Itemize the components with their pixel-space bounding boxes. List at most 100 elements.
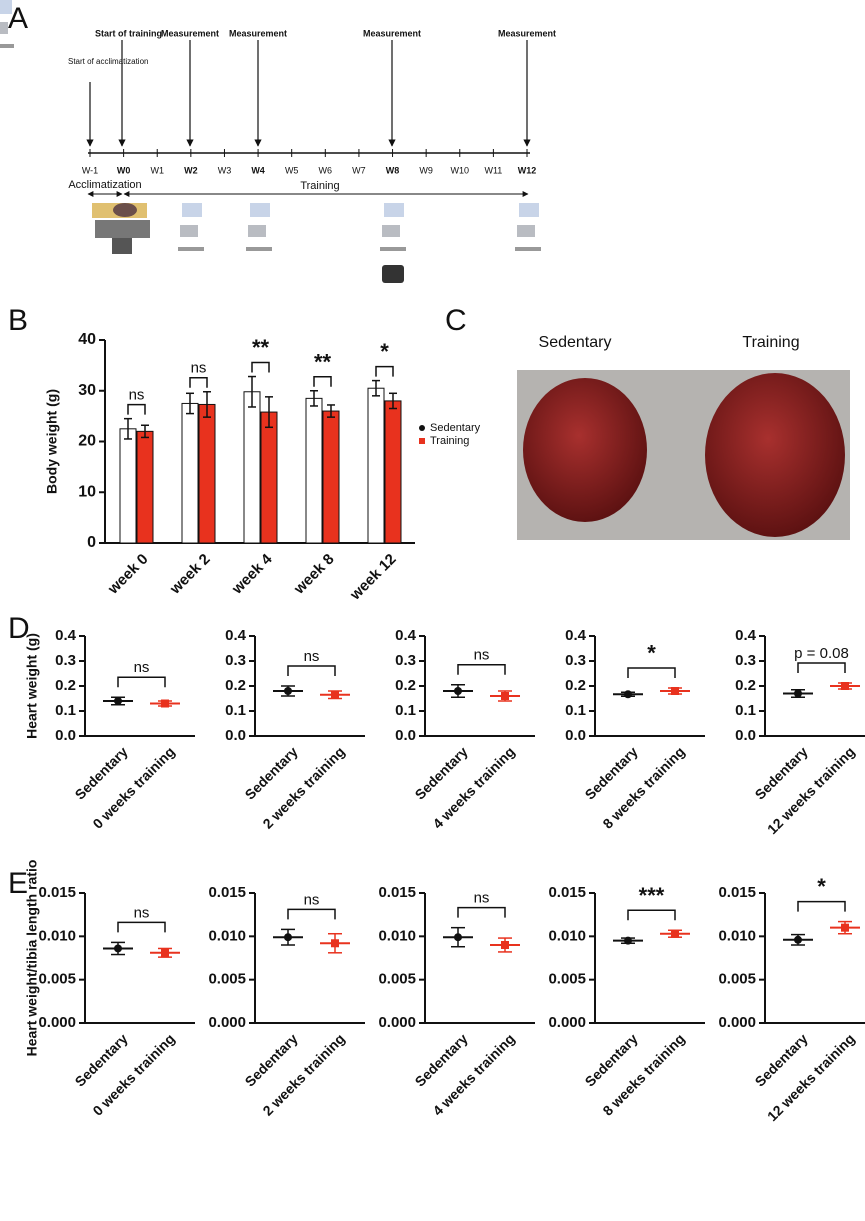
x-tick-label: 2 weeks training	[259, 743, 347, 831]
y-tick-label: 0.1	[225, 702, 246, 719]
bar	[181, 402, 199, 544]
y-tick-label: 0.4	[225, 627, 247, 644]
y-tick-label: 0.000	[378, 1014, 416, 1031]
event-label: Start of training	[95, 28, 162, 38]
week-labels: W-1 W0 W1 W2 W3 W4 W5 W6 W7 W8 W9 W10 W11 W12	[82, 149, 536, 175]
x-tick-label: 12 weeks training	[764, 743, 858, 837]
significance-bracket	[627, 909, 676, 921]
significance-bracket	[627, 667, 676, 678]
mean-marker	[624, 690, 632, 699]
significance-label: *	[647, 641, 656, 666]
mean-marker	[671, 687, 679, 695]
y-tick-label: 0.3	[55, 652, 76, 669]
bar	[305, 397, 323, 544]
panel-label: B	[8, 304, 28, 337]
x-tick-label: 8 weeks training	[599, 1030, 687, 1118]
mean-marker	[331, 939, 339, 948]
significance-bracket	[313, 376, 332, 387]
heart-photo	[517, 370, 850, 540]
bar	[260, 411, 278, 544]
x-tick-label: week 12	[346, 551, 399, 604]
significance-label: ns	[304, 648, 320, 665]
y-tick-label: 40	[78, 331, 96, 348]
significance-label: **	[314, 349, 332, 374]
x-tick-label: 8 weeks training	[599, 743, 687, 831]
significance-label: ns	[129, 387, 145, 404]
y-tick-label: 0.010	[208, 927, 246, 944]
panel-label: E	[8, 867, 28, 900]
significance-label: ***	[639, 883, 665, 908]
y-tick-label: 0.010	[38, 927, 76, 944]
y-axis-label: Heart weight/tibia length ratio	[24, 860, 40, 1057]
x-tick-label: week 8	[290, 551, 338, 599]
y-tick-label: 0.1	[55, 702, 76, 719]
y-tick-label: 0.0	[735, 727, 756, 744]
y-tick-label: 0.000	[38, 1014, 76, 1031]
event-label: Start of acclimatization	[68, 57, 148, 66]
y-tick-label: 0.0	[395, 727, 416, 744]
mean-marker	[841, 923, 849, 932]
significance-bracket	[117, 921, 166, 933]
bar	[119, 428, 137, 544]
y-tick-label: 0.015	[548, 884, 586, 901]
y-tick-label: 0.015	[718, 884, 756, 901]
significance-label: p = 0.08	[794, 645, 849, 662]
y-tick-label: 0.015	[378, 884, 416, 901]
y-tick-label: 0.0	[55, 727, 76, 744]
event-label: Measurement	[229, 28, 287, 38]
x-tick-label: 2 weeks training	[259, 1030, 347, 1118]
y-tick-label: 0.3	[395, 652, 416, 669]
week-label: W11	[484, 165, 502, 175]
significance-bracket	[797, 900, 846, 912]
y-tick-label: 0.2	[395, 677, 416, 694]
mean-marker	[161, 699, 169, 708]
phase-label: Acclimatization	[68, 179, 141, 191]
significance-label: ns	[474, 890, 490, 907]
y-tick-label: 0.3	[565, 652, 586, 669]
legend-label: Training	[430, 435, 469, 447]
mean-marker	[284, 687, 292, 695]
mean-marker	[794, 689, 802, 698]
y-tick-label: 0.005	[208, 971, 246, 988]
week-label: W1	[150, 165, 164, 175]
significance-bracket	[251, 361, 270, 373]
bar	[136, 430, 154, 544]
photo-label: Sedentary	[539, 334, 612, 351]
y-tick-label: 10	[78, 483, 96, 500]
mean-marker	[624, 936, 632, 945]
mean-marker	[671, 929, 679, 938]
y-tick-label: 0.2	[735, 677, 756, 694]
mean-marker	[284, 933, 292, 942]
y-tick-label: 0.015	[208, 884, 246, 901]
mean-marker	[454, 933, 462, 942]
week-label: W6	[319, 165, 333, 175]
mean-marker	[331, 690, 339, 699]
mean-marker	[794, 935, 802, 944]
significance-bracket	[797, 662, 846, 673]
week-label: W5	[285, 165, 299, 175]
mean-marker	[501, 692, 509, 700]
week-label: W10	[451, 165, 470, 175]
y-tick-label: 0.005	[378, 971, 416, 988]
event-label: Measurement	[498, 28, 556, 38]
significance-bracket	[287, 665, 336, 676]
y-tick-label: 0.000	[548, 1014, 586, 1031]
y-tick-label: 0.010	[548, 927, 586, 944]
mean-marker	[501, 941, 509, 949]
y-tick-label: 0.4	[55, 627, 77, 644]
y-tick-label: 0.010	[718, 927, 756, 944]
bar	[322, 410, 340, 544]
y-tick-label: 0.0	[225, 727, 246, 744]
photo-label: Training	[742, 334, 799, 351]
y-tick-label: 0.000	[208, 1014, 246, 1031]
y-tick-label: 0.010	[378, 927, 416, 944]
significance-label: ns	[134, 904, 150, 921]
y-tick-label: 0.0	[565, 727, 586, 744]
significance-label: ns	[304, 891, 320, 908]
panel-label: C	[445, 304, 467, 337]
significance-bracket	[287, 908, 336, 920]
week-label: W2	[184, 165, 198, 175]
week-label: W-1	[82, 165, 98, 175]
y-tick-label: 0.3	[735, 652, 756, 669]
